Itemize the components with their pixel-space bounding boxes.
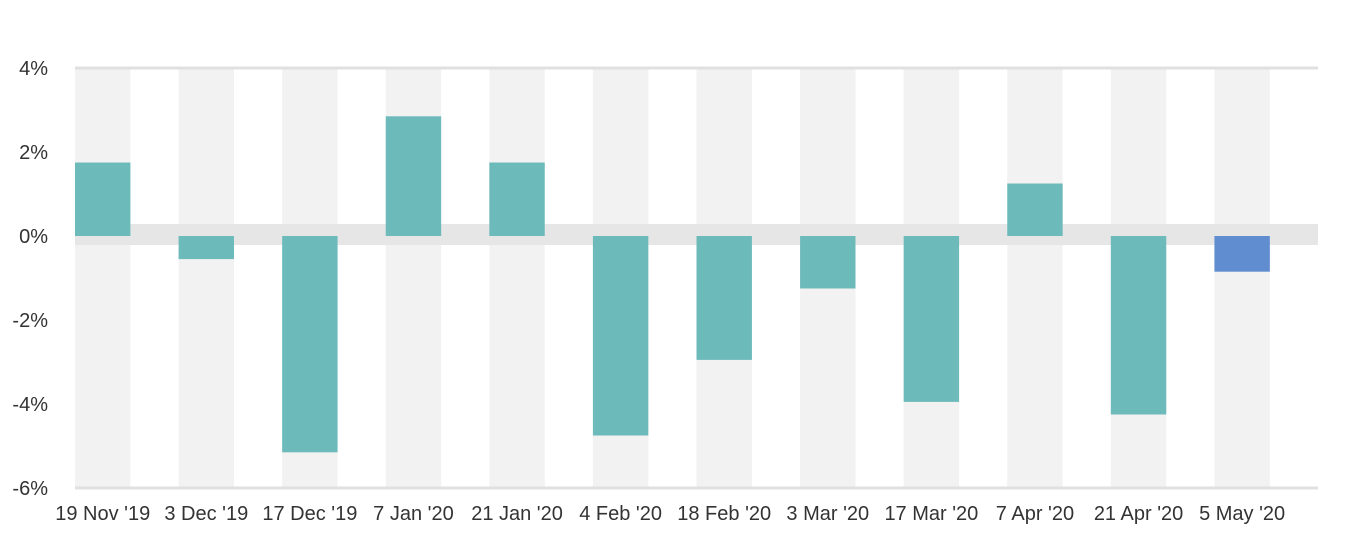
x-tick-label: 18 Feb '20 — [677, 503, 771, 525]
bar — [75, 162, 131, 236]
x-tick-label: 7 Jan '20 — [373, 503, 454, 525]
x-tick-label: 7 Apr '20 — [996, 503, 1074, 525]
x-tick-labels: 19 Nov '19 3 Dec '19 17 Dec '19 7 Jan '20 21… — [55, 503, 1285, 525]
column-band — [75, 68, 131, 488]
bar — [489, 162, 545, 236]
x-tick-label: 5 May '20 — [1199, 503, 1285, 525]
x-tick-label: 17 Mar '20 — [884, 503, 978, 525]
bar — [385, 116, 442, 236]
x-tick-label: 3 Dec '19 — [164, 503, 248, 525]
x-tick-label: 19 Nov '19 — [55, 503, 150, 525]
bar — [800, 236, 856, 289]
column-band — [489, 68, 545, 488]
x-tick-label: 21 Apr '20 — [1094, 503, 1183, 525]
x-tick-label: 17 Dec '19 — [262, 503, 357, 525]
x-tick-label: 4 Feb '20 — [579, 503, 662, 525]
bar — [1214, 236, 1270, 272]
bar — [592, 236, 649, 436]
y-tick-label: 4% — [19, 58, 48, 80]
column-band — [1214, 68, 1270, 488]
bar — [1007, 183, 1063, 236]
bars — [75, 116, 1270, 453]
y-tick-label: 2% — [19, 142, 48, 164]
y-tick-label: -2% — [12, 310, 48, 332]
column-band — [1007, 68, 1063, 488]
column-band — [178, 68, 235, 488]
x-tick-label: 21 Jan '20 — [471, 503, 563, 525]
bar — [282, 236, 338, 453]
y-tick-label: 0% — [19, 226, 48, 248]
bar — [696, 236, 752, 360]
y-tick-label: -4% — [12, 394, 48, 416]
bar — [178, 236, 235, 260]
y-tick-label: -6% — [12, 478, 48, 500]
column-bands — [75, 68, 1270, 488]
y-tick-labels: 4% 2% 0% -2% -4% -6% — [12, 58, 48, 500]
bar — [903, 236, 960, 402]
bar — [1110, 236, 1167, 415]
gridlines — [75, 66, 1318, 490]
x-tick-label: 3 Mar '20 — [786, 503, 869, 525]
